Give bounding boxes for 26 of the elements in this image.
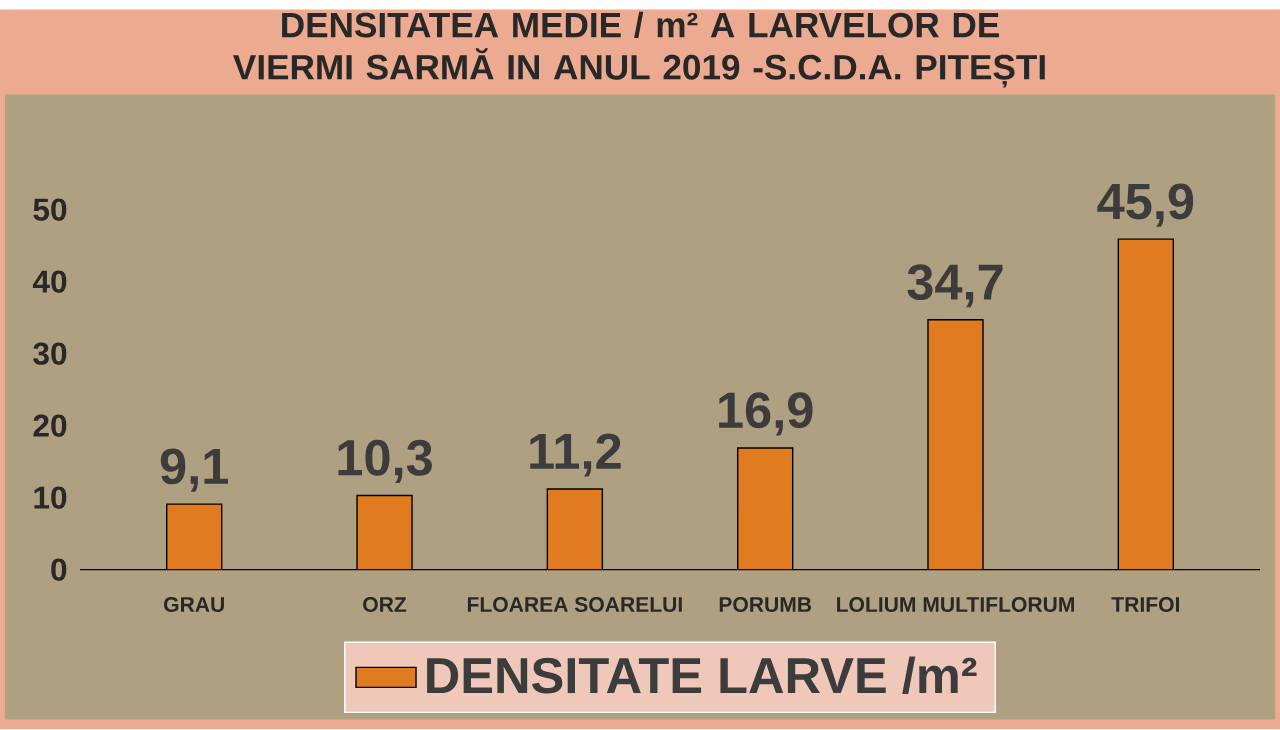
y-tick-label: 50 (33, 198, 67, 222)
data-label: 11,2 (530, 433, 621, 477)
chart-title: DENSITATEA MEDIE / m² A LARVELOR DE VIERMI SARMĂ IN ANUL 2019 -S.C.D.A. PITEȘTI (233, 11, 1045, 88)
x-tick-label: PORUMB (719, 597, 812, 613)
data-label: 34,7 (907, 264, 1003, 308)
bar (356, 494, 413, 570)
legend-label: DENSITATE LARVE /m² (427, 656, 977, 695)
data-label: 16,9 (719, 392, 813, 436)
bar (166, 503, 223, 570)
data-label: 45,9 (1097, 183, 1194, 227)
data-label: 9,1 (160, 448, 228, 492)
y-tick-label: 30 (33, 342, 67, 366)
x-tick-label: ORZ (363, 597, 407, 613)
bar (546, 488, 604, 570)
data-label: 10,3 (338, 440, 432, 484)
x-tick-label: GRAU (164, 597, 224, 613)
x-tick-label: LOLIUM MULTIFLORUM (837, 597, 1074, 613)
bar (736, 447, 794, 570)
y-tick-label: 0 (51, 558, 67, 582)
y-tick-label: 20 (33, 414, 67, 438)
y-tick-label: 10 (34, 486, 67, 510)
x-tick-label: FLOAREA SOARELUI (467, 597, 682, 613)
y-tick-label: 40 (32, 270, 67, 294)
bar (1117, 238, 1175, 570)
bar (927, 319, 984, 570)
x-tick-label: TRIFOI (1111, 597, 1179, 613)
